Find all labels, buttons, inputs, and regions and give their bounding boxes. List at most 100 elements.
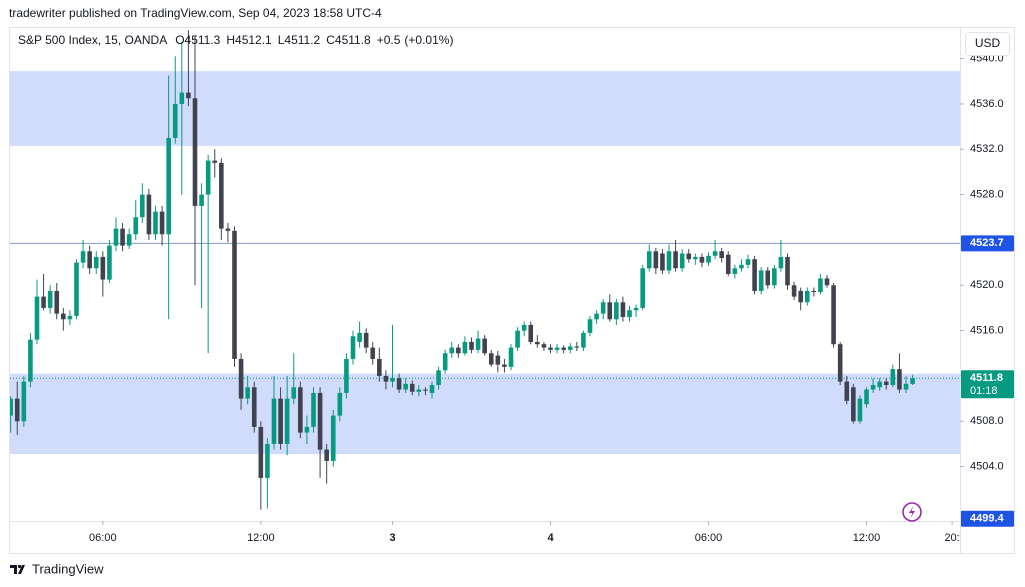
candle-body [818,278,823,293]
candle-body [377,358,382,376]
candle-body [199,194,204,206]
candle-body [508,347,514,367]
lightning-icon[interactable] [902,502,922,522]
candle-body [93,256,99,269]
candle-body [646,251,652,269]
x-tick-label: 20: [944,532,959,544]
candle-body [758,270,764,291]
candle-body [462,341,468,354]
candle-body [528,324,534,342]
y-tick-label: 4528.0 [970,189,1004,201]
candle-body [620,302,626,317]
candle-body [890,369,896,385]
y-tick-label: 4504.0 [970,461,1004,473]
candle-body [61,313,66,320]
price-tag [961,370,1014,399]
y-tick-label: 4532.0 [970,143,1004,155]
candle-body [416,389,422,392]
candle-body [80,251,86,263]
candle-body [383,375,389,382]
candle-body [271,398,277,444]
candle-body [205,160,211,195]
currency-button-bg[interactable] [965,32,1010,56]
candle-body [278,398,283,444]
candle-body [469,341,474,350]
candle-body [482,338,487,354]
candle-body [442,353,448,371]
candle-body [607,302,613,320]
candle-body [10,398,13,416]
candle-body [706,255,711,263]
candle-body [693,256,698,260]
candle-body [541,344,547,348]
candle-body [456,347,461,354]
y-tick-label: 4520.0 [970,279,1004,291]
candle-body [344,358,349,393]
currency-button[interactable]: USD [965,32,1010,56]
candle-body [429,385,435,393]
candle-body [436,370,441,385]
candle-body [844,381,850,401]
candle-body [120,228,125,246]
legend-value: 4511.8 [335,33,371,47]
price-tag-label: 4499.4 [970,513,1005,525]
candle-body [475,338,481,350]
candle-body [824,278,830,286]
candle-body [317,392,323,450]
axes: 4540.04536.04532.04528.04524.04520.04516… [89,53,1014,544]
logo-mark [10,565,25,574]
candle-body [791,285,797,297]
candle-body [857,398,863,422]
x-tick-label: 12:00 [247,532,275,544]
candle-body [350,336,356,359]
y-tick-label: 4508.0 [970,415,1004,427]
candle-body [686,253,692,260]
candle-body [502,364,507,367]
candle-body [495,355,501,365]
candle-body [21,381,27,422]
candle-body [403,383,408,390]
candle-body [87,251,92,269]
candle-body [390,378,395,382]
candle-body [745,259,751,265]
candle-body [449,347,455,354]
y-tick-label: 4536.0 [970,98,1004,110]
logo-dot [17,564,22,569]
candle-body [324,449,329,461]
candle-body [265,443,270,478]
legend: S&P 500 Index, 15, OANDA O4511.3 H4512.1 L4… [18,33,453,47]
candle-body [330,415,336,461]
candle-body [851,387,856,422]
candle-body [785,256,790,286]
candle-body [370,347,376,359]
candle-body [337,392,343,416]
candle-body [304,426,310,433]
candle-body [614,302,619,320]
price-tag [961,235,1014,252]
candle-body [396,378,402,390]
footer-logo [10,564,25,574]
candle-body [627,310,632,317]
candle-body [74,262,79,316]
x-tick-label: 12:00 [853,532,881,544]
candle-body [54,290,60,314]
candle-body [113,228,119,246]
candle-body [232,230,237,359]
candle-body [778,256,784,269]
candle-body [409,383,415,392]
currency-label[interactable]: USD [975,36,1001,50]
x-tick-label: 4 [547,532,554,544]
legend-change-pct: (+0.01%) [404,33,453,47]
lightning-bolt[interactable] [909,506,915,518]
candle-body [666,251,672,271]
candle-body [910,378,915,384]
candle-body [574,346,580,348]
candle-body [633,307,639,311]
candle-body [811,290,817,293]
candle-body [699,256,705,263]
candle-body [219,162,224,229]
candle-body [535,341,540,345]
candle-body [798,290,803,303]
candle-body [739,264,744,269]
